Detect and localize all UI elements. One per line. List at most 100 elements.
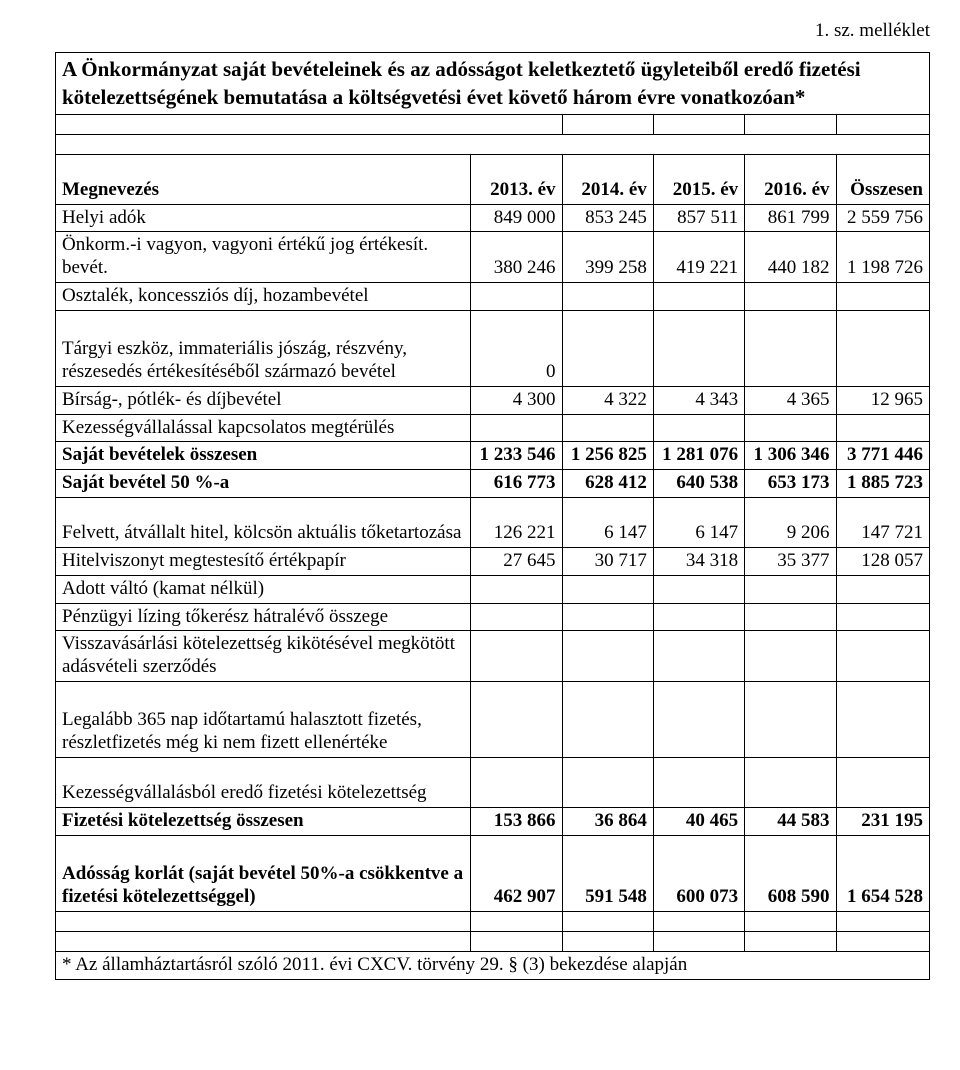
cell [745,414,836,442]
cell [562,682,653,758]
col-header-2015: 2015. év [653,154,744,204]
cell: 2 559 756 [836,204,930,232]
cell: 849 000 [471,204,562,232]
cell: 1 233 546 [471,442,562,470]
table-row: Bírság-, pótlék- és díjbevétel 4 300 4 3… [56,386,930,414]
cell [745,575,836,603]
page-title: A Önkormányzat saját bevételeinek és az … [56,53,930,115]
spacer-row [56,931,930,951]
cell [836,283,930,311]
cell [653,575,744,603]
row-label: Tárgyi eszköz, immateriális jószág, rész… [56,310,471,386]
cell [745,283,836,311]
cell [471,631,562,682]
col-header-2013: 2013. év [471,154,562,204]
cell: 126 221 [471,498,562,548]
cell: 6 147 [653,498,744,548]
cell [836,631,930,682]
row-label: Kezességvállalással kapcsolatos megtérül… [56,414,471,442]
cell [562,283,653,311]
cell [653,283,744,311]
cell: 3 771 446 [836,442,930,470]
row-label: Bírság-, pótlék- és díjbevétel [56,386,471,414]
col-header-2014: 2014. év [562,154,653,204]
cell [562,310,653,386]
cell [745,758,836,808]
table-row: Saját bevétel 50 %-a 616 773 628 412 640… [56,470,930,498]
row-label: Helyi adók [56,204,471,232]
cell [836,414,930,442]
cell: 616 773 [471,470,562,498]
cell: 4 365 [745,386,836,414]
cell: 4 322 [562,386,653,414]
col-header-2016: 2016. év [745,154,836,204]
cell: 1 281 076 [653,442,744,470]
cell: 380 246 [471,232,562,283]
cell [836,682,930,758]
cell: 153 866 [471,808,562,836]
footnote-row: * Az államháztartásról szóló 2011. évi C… [56,951,930,979]
row-label: Visszavásárlási kötelezettség kikötéséve… [56,631,471,682]
cell: 4 300 [471,386,562,414]
attachment-label: 1. sz. melléklet [55,20,930,42]
cell: 419 221 [653,232,744,283]
row-label: Pénzügyi lízing tőkerész hátralévő össze… [56,603,471,631]
cell [562,414,653,442]
spacer-row [56,114,930,134]
cell [562,758,653,808]
cell: 591 548 [562,835,653,911]
cell [562,603,653,631]
cell: 4 343 [653,386,744,414]
cell: 1 885 723 [836,470,930,498]
footnote: * Az államháztartásról szóló 2011. évi C… [56,951,930,979]
table-row: Tárgyi eszköz, immateriális jószág, rész… [56,310,930,386]
cell: 128 057 [836,548,930,576]
row-label: Fizetési kötelezettség összesen [56,808,471,836]
cell: 36 864 [562,808,653,836]
cell [836,758,930,808]
spacer-row [56,911,930,931]
cell: 608 590 [745,835,836,911]
table-row: Visszavásárlási kötelezettség kikötéséve… [56,631,930,682]
cell [471,758,562,808]
cell [471,603,562,631]
cell: 147 721 [836,498,930,548]
cell: 399 258 [562,232,653,283]
col-header-megnevezes: Megnevezés [56,154,471,204]
cell: 653 173 [745,470,836,498]
table-row: Saját bevételek összesen 1 233 546 1 256… [56,442,930,470]
page: 1. sz. melléklet A Önkormányzat saját be… [0,0,960,1000]
cell [745,603,836,631]
cell: 628 412 [562,470,653,498]
cell: 861 799 [745,204,836,232]
cell [653,603,744,631]
col-header-osszesen: Összesen [836,154,930,204]
table-row: Hitelviszonyt megtestesítő értékpapír 27… [56,548,930,576]
cell [836,603,930,631]
cell: 35 377 [745,548,836,576]
cell [653,631,744,682]
cell: 853 245 [562,204,653,232]
table-row: Önkorm.-i vagyon, vagyoni értékű jog ért… [56,232,930,283]
cell [562,631,653,682]
cell: 0 [471,310,562,386]
table-row: Legalább 365 nap időtartamú halasztott f… [56,682,930,758]
cell: 857 511 [653,204,744,232]
table-row: Adósság korlát (saját bevétel 50%-a csök… [56,835,930,911]
row-label: Adósság korlát (saját bevétel 50%-a csök… [56,835,471,911]
cell: 1 256 825 [562,442,653,470]
table-row: Osztalék, koncessziós díj, hozambevétel [56,283,930,311]
cell [471,682,562,758]
table-row: Fizetési kötelezettség összesen 153 866 … [56,808,930,836]
cell: 640 538 [653,470,744,498]
row-label: Felvett, átvállalt hitel, kölcsön aktuál… [56,498,471,548]
row-label: Saját bevételek összesen [56,442,471,470]
main-table: A Önkormányzat saját bevételeinek és az … [55,52,930,980]
row-label: Önkorm.-i vagyon, vagyoni értékű jog ért… [56,232,471,283]
cell: 6 147 [562,498,653,548]
table-row: Felvett, átvállalt hitel, kölcsön aktuál… [56,498,930,548]
table-row: Helyi adók 849 000 853 245 857 511 861 7… [56,204,930,232]
cell: 40 465 [653,808,744,836]
cell: 12 965 [836,386,930,414]
cell [745,310,836,386]
